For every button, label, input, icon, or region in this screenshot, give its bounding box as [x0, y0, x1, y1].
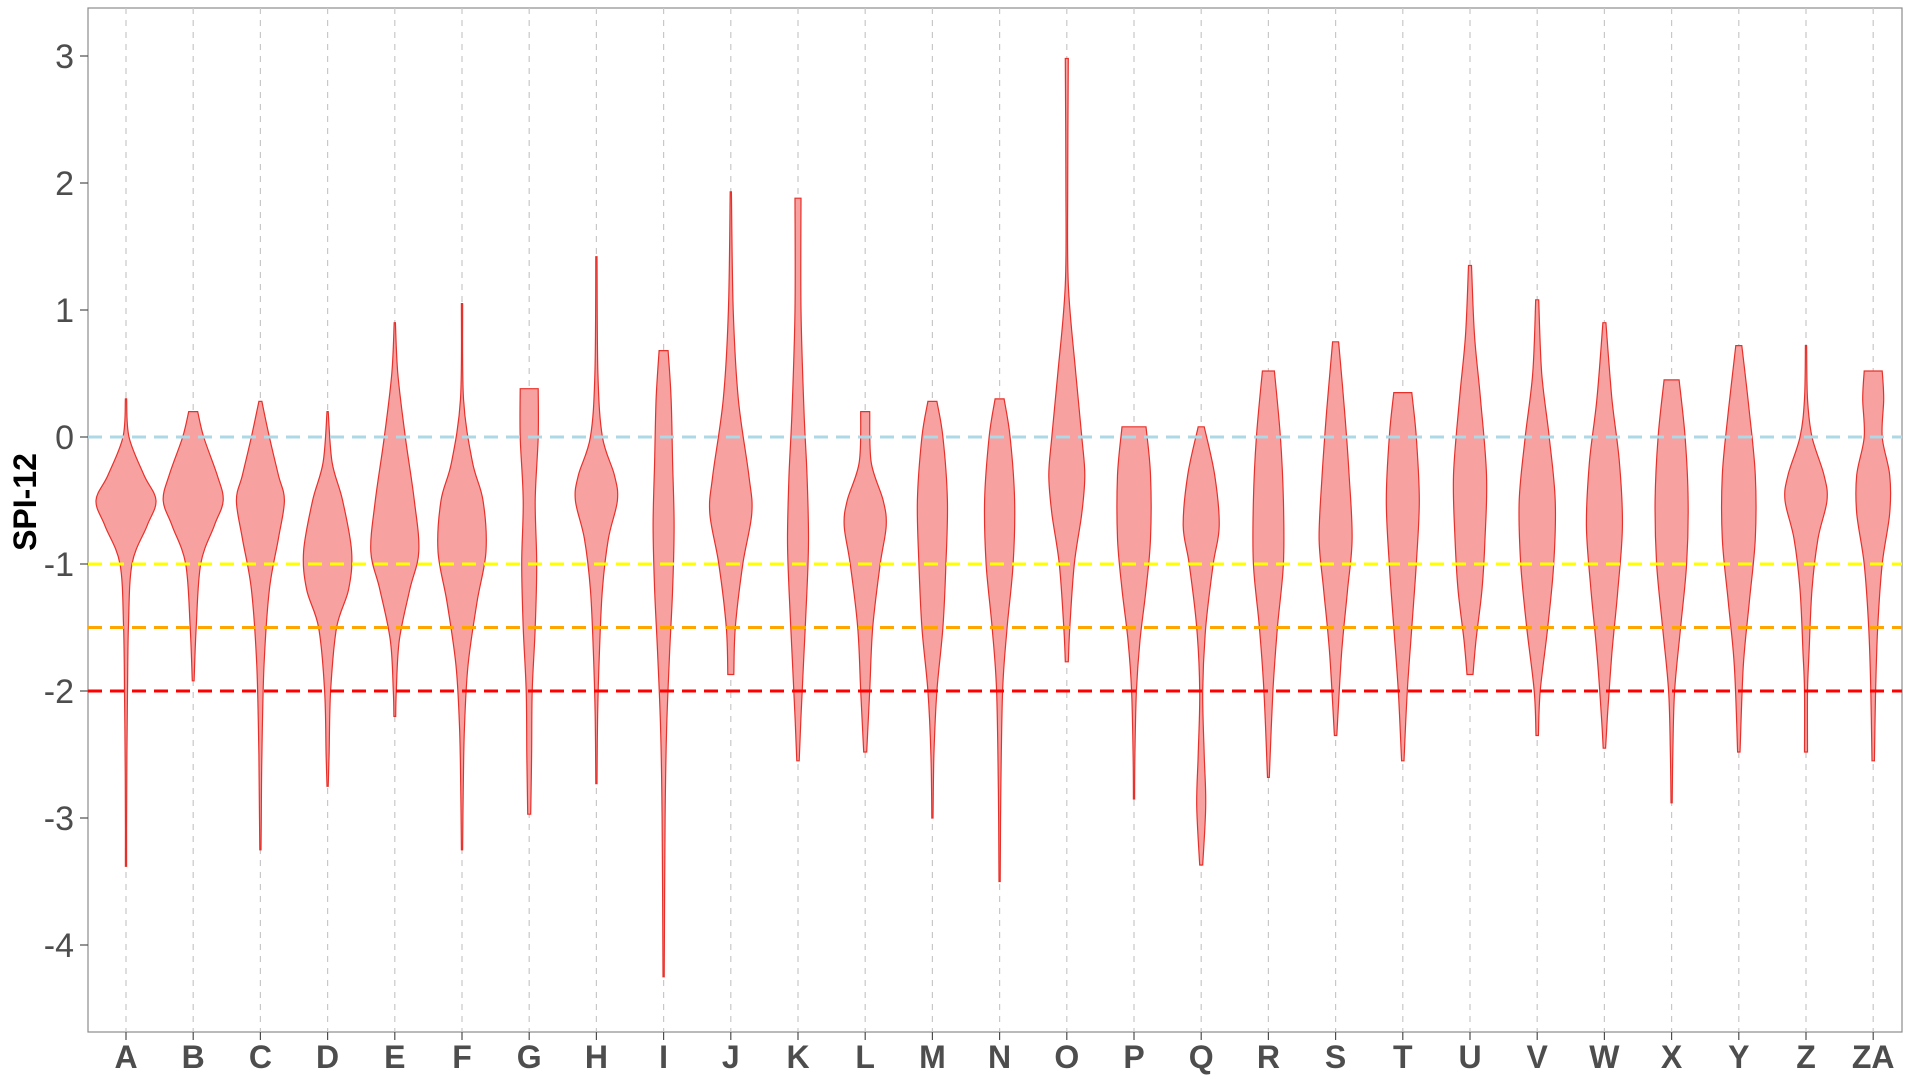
y-tick-label: 0: [55, 419, 74, 457]
x-tick-label-z: Z: [1796, 1039, 1816, 1075]
y-tick-label: -3: [44, 800, 74, 838]
violin-c: [235, 400, 286, 851]
x-tick-label-y: Y: [1728, 1039, 1749, 1075]
x-tick-label-h: H: [585, 1039, 608, 1075]
violin-p: [1116, 426, 1152, 800]
violin-l: [843, 411, 887, 753]
x-tick-label-n: N: [988, 1039, 1011, 1075]
violin-y: [1720, 345, 1757, 753]
violin-w: [1585, 322, 1624, 749]
violin-a: [95, 398, 157, 867]
violin-q: [1182, 426, 1220, 866]
violin-za: [1855, 370, 1892, 762]
violin-m: [916, 400, 949, 819]
violin-f: [437, 303, 487, 851]
x-tick-label-f: F: [452, 1039, 472, 1075]
y-tick-label: -4: [44, 927, 74, 965]
x-tick-label-p: P: [1123, 1039, 1144, 1075]
violin-b: [162, 411, 224, 682]
x-tick-label-t: T: [1393, 1039, 1413, 1075]
x-tick-label-za: ZA: [1852, 1039, 1895, 1075]
y-tick-label: -1: [44, 546, 74, 584]
x-tick-label-k: K: [786, 1039, 809, 1075]
violins: [95, 57, 1892, 978]
violin-n: [983, 398, 1016, 883]
x-tick-label-b: B: [182, 1039, 205, 1075]
violin-r: [1252, 370, 1285, 778]
x-tick-label-r: R: [1257, 1039, 1280, 1075]
y-tick-label: 2: [55, 165, 74, 203]
x-tick-label-e: E: [384, 1039, 405, 1075]
violin-u: [1452, 264, 1488, 676]
x-tick-label-c: C: [249, 1039, 272, 1075]
x-tick-label-m: M: [919, 1039, 946, 1075]
y-tick-label: -2: [44, 673, 74, 711]
violin-t: [1385, 392, 1420, 762]
x-tick-label-d: D: [316, 1039, 339, 1075]
violin-o: [1048, 57, 1086, 663]
violin-s: [1318, 341, 1353, 737]
y-tick-label: 1: [55, 292, 74, 330]
violin-e: [370, 322, 420, 717]
y-axis-label: SPI-12: [7, 453, 43, 551]
x-tick-label-x: X: [1661, 1039, 1683, 1075]
violin-d: [302, 411, 353, 787]
violin-g: [519, 388, 540, 815]
violin-h: [574, 256, 619, 785]
reference-lines: [88, 435, 1902, 693]
x-tick-label-i: I: [659, 1039, 668, 1075]
violin-i: [652, 350, 675, 978]
x-tick-label-g: G: [517, 1039, 542, 1075]
x-tick-label-s: S: [1325, 1039, 1346, 1075]
violin-z: [1784, 345, 1828, 753]
x-tick-label-o: O: [1054, 1039, 1079, 1075]
y-axis-ticks: 3 2 1 0 -1 -2 -3 -4: [44, 38, 88, 965]
violin-k: [786, 197, 810, 762]
y-tick-label: 3: [55, 38, 74, 76]
violin-x: [1654, 379, 1689, 804]
x-tick-label-u: U: [1458, 1039, 1481, 1075]
x-tick-label-q: Q: [1189, 1039, 1214, 1075]
x-tick-label-a: A: [114, 1039, 137, 1075]
x-tick-label-v: V: [1527, 1039, 1549, 1075]
x-axis-ticks: A B C D E F G H I J K L M N O P Q R S T U V W X Y Z ZA: [114, 1032, 1895, 1075]
x-tick-label-l: L: [855, 1039, 875, 1075]
violin-j: [708, 191, 753, 676]
x-tick-label-j: J: [722, 1039, 740, 1075]
x-tick-label-w: W: [1589, 1039, 1620, 1075]
